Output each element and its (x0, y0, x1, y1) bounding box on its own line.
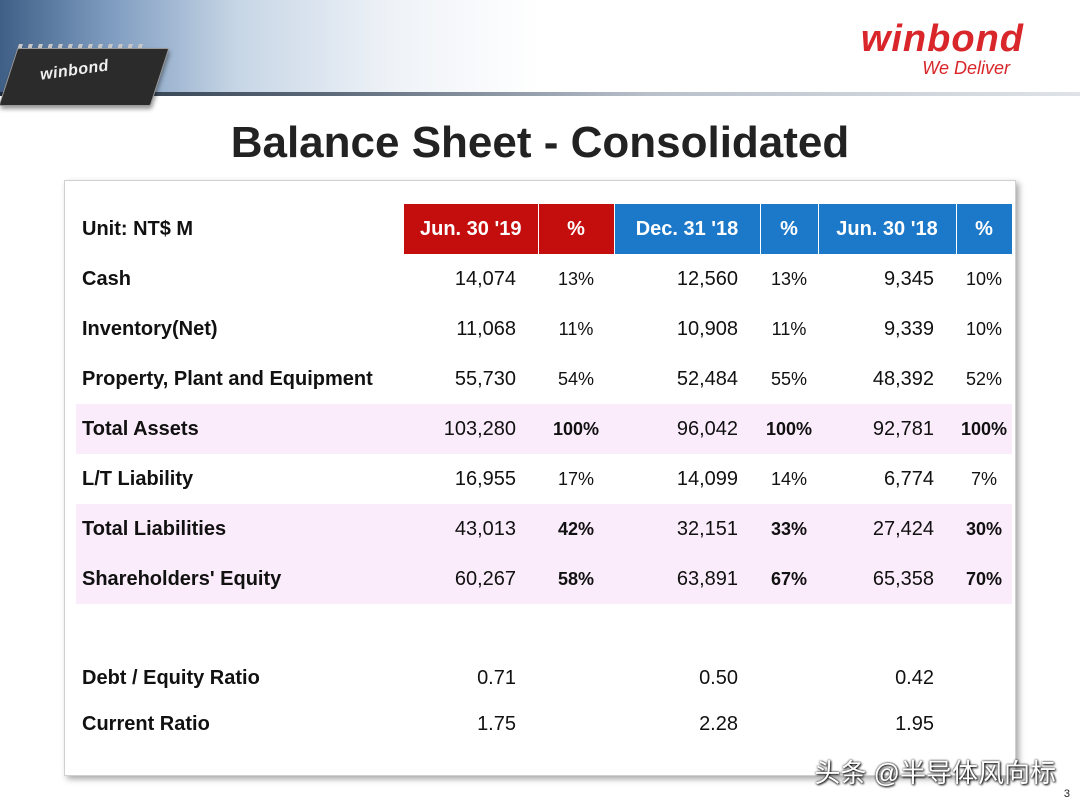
row-label: Inventory(Net) (82, 317, 218, 340)
row-label: Current Ratio (82, 712, 210, 735)
cell-pct: 11% (558, 318, 594, 339)
cell-value: 11,068 (456, 317, 516, 340)
cell-value: 63,891 (614, 554, 760, 604)
cell-value: 103,280 (404, 404, 538, 454)
cell-pct: 7% (970, 468, 997, 489)
table-row-cash: Cash 14,074 13% 12,560 13% 9,345 10% (76, 254, 1012, 304)
cell-pct: 10% (965, 318, 1003, 339)
cell-value: 60,267 (404, 554, 538, 604)
col-header-jun19: Jun. 30 '19 (404, 204, 539, 254)
cell-pct: 33% (760, 504, 818, 554)
table-row-current-ratio: Current Ratio 1.75 2.28 1.95 (76, 702, 1012, 746)
row-label: Shareholders' Equity (76, 554, 404, 604)
cell-pct: 30% (956, 504, 1012, 554)
table-row-total-liabilities: Total Liabilities 43,013 42% 32,151 33% … (76, 504, 1012, 554)
row-label: Cash (82, 267, 131, 290)
cell-value: 2.28 (699, 712, 738, 735)
row-label: Total Assets (76, 404, 404, 454)
cell-value: 0.42 (895, 666, 934, 689)
cell-value: 9,339 (883, 317, 934, 340)
table-frame (64, 180, 1016, 776)
table-row-shareholders-equity: Shareholders' Equity 60,267 58% 63,891 6… (76, 554, 1012, 604)
row-label: Total Liabilities (76, 504, 404, 554)
table-row-ppe: Property, Plant and Equipment 55,730 54%… (76, 354, 1012, 404)
brand-logo: winbond (860, 18, 1024, 60)
header-banner (0, 0, 1080, 92)
cell-value: 1.75 (477, 712, 516, 735)
row-label: Property, Plant and Equipment (82, 367, 373, 390)
cell-value: 52,484 (676, 367, 738, 390)
cell-value: 27,424 (818, 504, 956, 554)
table-header-row: Unit: NT$ M Jun. 30 '19 % Dec. 31 '18 % … (76, 204, 1013, 254)
cell-pct: 100% (760, 404, 818, 454)
table-row-lt-liability: L/T Liability 16,955 17% 14,099 14% 6,77… (76, 454, 1012, 504)
table-spacer-row (76, 604, 1012, 654)
cell-value: 12,560 (676, 267, 738, 290)
cell-value: 1.95 (895, 712, 934, 735)
cell-value: 14,099 (676, 467, 738, 490)
col-header-jun18-pct: % (956, 204, 1013, 254)
col-header-dec18: Dec. 31 '18 (614, 204, 761, 254)
cell-value: 48,392 (872, 367, 934, 390)
cell-value: 43,013 (404, 504, 538, 554)
brand-tagline: We Deliver (922, 58, 1010, 78)
watermark: 头条 @半导体风向标 (814, 758, 1056, 788)
table-row-inventory: Inventory(Net) 11,068 11% 10,908 11% 9,3… (76, 304, 1012, 354)
cell-pct: 67% (760, 554, 818, 604)
cell-value: 0.71 (477, 666, 516, 689)
col-header-dec18-pct: % (760, 204, 819, 254)
header-divider (0, 92, 1080, 96)
cell-value: 32,151 (614, 504, 760, 554)
cell-pct: 13% (770, 268, 808, 289)
cell-value: 92,781 (818, 404, 956, 454)
cell-pct: 14% (770, 468, 808, 489)
cell-value: 16,955 (454, 467, 516, 490)
cell-pct: 52% (965, 368, 1003, 389)
cell-pct: 10% (965, 268, 1003, 289)
cell-pct: 11% (771, 318, 807, 339)
cell-pct: 54% (557, 368, 595, 389)
cell-value: 10,908 (676, 317, 738, 340)
cell-value: 55,730 (454, 367, 516, 390)
unit-label: Unit: NT$ M (76, 204, 404, 254)
balance-sheet-table: Unit: NT$ M Jun. 30 '19 % Dec. 31 '18 % … (76, 204, 1013, 746)
col-header-jun18: Jun. 30 '18 (818, 204, 957, 254)
page-number: 3 (1063, 788, 1070, 800)
cell-value: 6,774 (883, 467, 934, 490)
cell-pct: 13% (557, 268, 595, 289)
cell-pct: 100% (538, 404, 614, 454)
cell-pct: 42% (538, 504, 614, 554)
cell-value: 9,345 (883, 267, 934, 290)
cell-value: 14,074 (454, 267, 516, 290)
cell-value: 0.50 (699, 666, 738, 689)
table-row-total-assets: Total Assets 103,280 100% 96,042 100% 92… (76, 404, 1012, 454)
cell-pct: 58% (538, 554, 614, 604)
row-label: Debt / Equity Ratio (82, 666, 260, 689)
cell-pct: 17% (557, 468, 595, 489)
cell-pct: 70% (956, 554, 1012, 604)
page-title: Balance Sheet - Consolidated (230, 118, 850, 167)
cell-pct: 55% (770, 368, 808, 389)
row-label: L/T Liability (82, 467, 194, 490)
cell-pct: 100% (956, 404, 1012, 454)
cell-value: 96,042 (614, 404, 760, 454)
cell-value: 65,358 (818, 554, 956, 604)
col-header-jun19-pct: % (538, 204, 615, 254)
table-row-debt-equity: Debt / Equity Ratio 0.71 0.50 0.42 (76, 654, 1012, 702)
